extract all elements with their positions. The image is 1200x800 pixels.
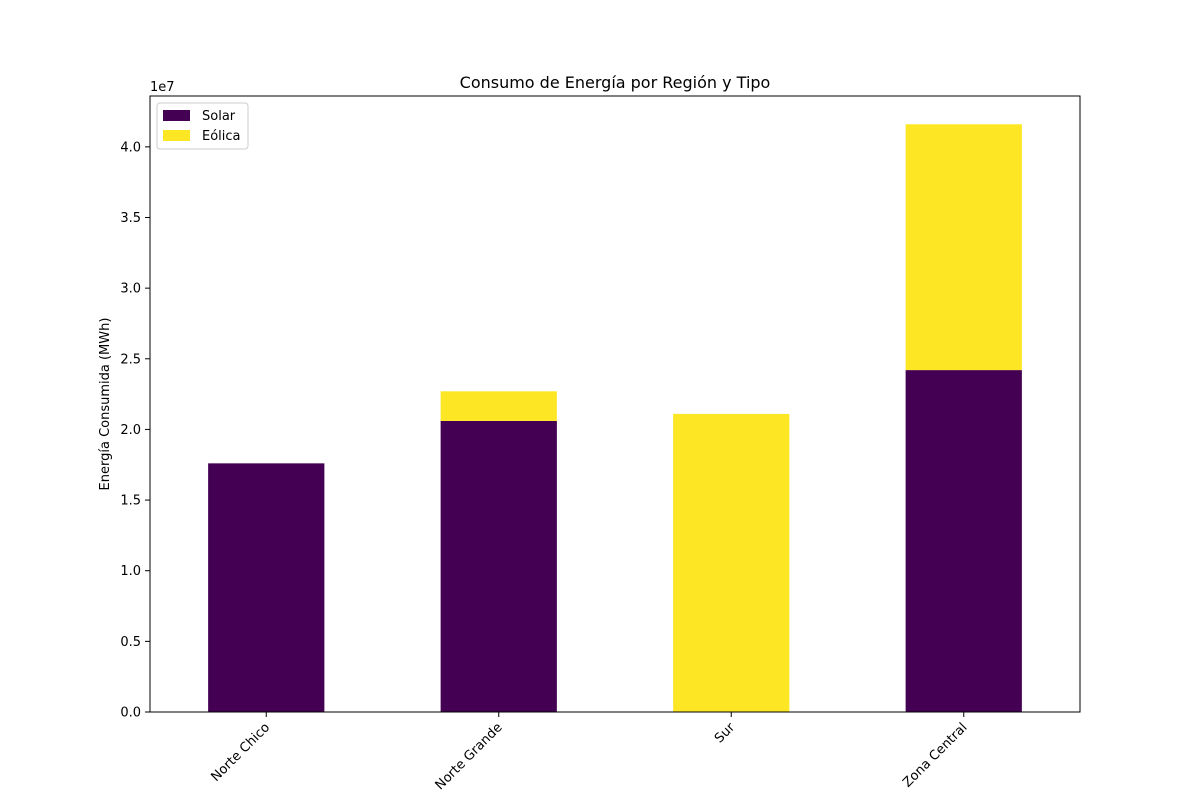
y-tick-label: 1.0 — [120, 564, 141, 579]
bars-group — [208, 124, 1022, 712]
x-tick-label: Zona Central — [900, 720, 970, 790]
legend: Solar Eólica — [156, 102, 249, 150]
x-ticks-group: Norte Chico Norte Grande Sur Zona Central — [209, 712, 971, 793]
y-tick-label: 3.0 — [120, 282, 141, 297]
x-tick-label: Sur — [712, 720, 739, 747]
y-tick-label: 2.0 — [120, 423, 141, 438]
plot-frame — [149, 95, 1081, 713]
bar-solar-norte-chico — [208, 463, 325, 712]
bar-solar-zona-central — [905, 370, 1022, 712]
y-tick-label: 3.5 — [120, 211, 141, 226]
y-tick-label: 0.0 — [120, 706, 141, 721]
chart-title: Consumo de Energía por Región y Tipo — [460, 73, 771, 92]
legend-label: Solar — [202, 109, 236, 124]
x-tick-label: Norte Chico — [209, 720, 274, 785]
y-tick-label: 4.0 — [120, 140, 141, 155]
bar-e-lica-norte-grande — [440, 391, 557, 421]
y-tick-label: 1.5 — [120, 494, 141, 509]
legend-label: Eólica — [202, 129, 241, 144]
y-ticks-group: 0.0 0.5 1.0 1.5 2.0 2.5 3.0 3.5 4.0 — [120, 140, 150, 721]
legend-swatch — [163, 110, 190, 121]
bar-e-lica-sur — [673, 413, 790, 712]
y-tick-label: 0.5 — [120, 635, 141, 650]
bar-solar-norte-grande — [440, 420, 557, 712]
legend-swatch — [163, 130, 190, 141]
x-tick-label: Norte Grande — [433, 720, 506, 793]
y-axis-offset-label: 1e7 — [150, 80, 175, 95]
y-axis-label: Energía Consumida (MWh) — [98, 318, 113, 491]
y-tick-label: 2.5 — [120, 352, 141, 367]
bar-e-lica-zona-central — [905, 124, 1022, 371]
